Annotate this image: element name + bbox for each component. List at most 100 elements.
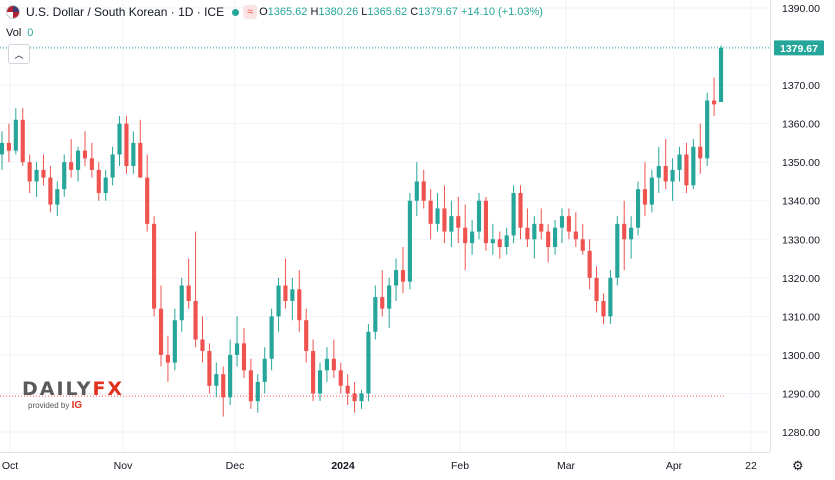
x-tick-label: Nov: [114, 460, 133, 472]
x-tick-label: 22: [745, 460, 757, 472]
symbol-title[interactable]: U.S. Dollar / South Korean · 1D · ICE: [26, 5, 225, 19]
candle-body: [193, 300, 198, 340]
candle-body: [615, 223, 620, 278]
x-tick-label: Oct: [2, 460, 18, 472]
candle-body: [504, 235, 509, 247]
close-value: 1379.67: [418, 6, 458, 18]
candle-body: [311, 351, 316, 394]
last-price-label: 1379.67: [780, 43, 818, 55]
chart-header: U.S. Dollar / South Korean · 1D · ICE ≈ …: [0, 0, 543, 24]
candle-body: [490, 239, 495, 244]
x-tick-label: Feb: [451, 460, 469, 472]
ohlc-readout: O1365.62 H1380.26 L1365.62 C1379.67 +14.…: [259, 6, 543, 18]
candle-body: [546, 231, 551, 247]
candle-body: [470, 231, 475, 244]
high-label: H: [310, 6, 319, 18]
candle-body: [152, 223, 157, 309]
candle-body: [532, 223, 537, 240]
y-tick-label: 1290.00: [782, 388, 820, 400]
x-tick-label: Mar: [557, 460, 576, 472]
candle-body: [338, 370, 343, 386]
price-axis: 1280.00 1290.00 1300.00 1310.00 1320.00 1330.…: [782, 3, 820, 439]
candle-body: [269, 316, 274, 359]
candle-body: [428, 200, 433, 224]
candle-body: [207, 351, 212, 386]
gridlines: [0, 0, 770, 452]
time-axis: Oct Nov Dec 2024 Feb Mar Apr 22: [2, 460, 757, 472]
candle-body: [138, 142, 143, 178]
close-label: C: [410, 6, 419, 18]
candle-body: [587, 250, 592, 278]
candle-body: [331, 358, 336, 371]
candle-body: [463, 227, 468, 244]
high-value: 1380.26: [318, 6, 359, 18]
y-tick-label: 1370.00: [782, 80, 820, 92]
open-label: O: [259, 6, 268, 18]
candle-body: [131, 142, 136, 167]
candle-body: [497, 239, 502, 247]
y-tick-label: 1390.00: [782, 3, 820, 15]
candle-body: [518, 193, 523, 228]
y-tick-label: 1310.00: [782, 311, 820, 323]
y-tick-label: 1300.00: [782, 350, 820, 362]
candle-body: [629, 227, 634, 240]
candle-body: [255, 381, 260, 402]
open-value: 1365.62: [267, 6, 308, 18]
candle-body: [698, 146, 703, 159]
candle-body: [165, 354, 170, 363]
y-tick-label: 1360.00: [782, 119, 820, 131]
collapse-legend-button[interactable]: ︿: [8, 44, 30, 64]
candle-body: [393, 270, 399, 286]
candle-body: [525, 227, 530, 240]
candle-body: [352, 393, 357, 402]
y-tick-label: 1280.00: [782, 427, 820, 439]
candle-body: [248, 370, 253, 402]
candle-body: [421, 181, 426, 201]
candle-body: [13, 119, 18, 151]
candle-body: [442, 208, 447, 232]
logo-main-text: DAILY: [22, 378, 93, 400]
candle-body: [635, 189, 641, 228]
candle-body: [172, 320, 177, 363]
volume-value: 0: [27, 27, 34, 39]
candle-body: [228, 354, 233, 398]
dailyfx-logo: DAILYFX provided by IG: [22, 378, 122, 411]
candle-body: [712, 100, 717, 105]
low-value: 1365.62: [367, 6, 408, 18]
candle-body: [414, 181, 419, 201]
approx-icon[interactable]: ≈: [243, 5, 258, 19]
candle-body: [62, 162, 67, 190]
candle-body: [262, 358, 267, 382]
candle-body: [6, 142, 11, 151]
candle-body: [566, 216, 571, 232]
candle-body: [553, 227, 558, 247]
candle-body: [103, 177, 108, 194]
y-tick-label: 1330.00: [782, 234, 820, 246]
y-tick-label: 1350.00: [782, 157, 820, 169]
gear-icon[interactable]: ⚙: [792, 458, 804, 473]
candle-body: [69, 162, 74, 170]
candle-body: [41, 169, 46, 178]
candle-body: [373, 297, 378, 332]
candle-body: [601, 300, 606, 317]
candle-body: [622, 223, 627, 240]
candle-body: [200, 339, 205, 352]
candle-body: [705, 100, 710, 159]
candle-body: [117, 123, 122, 155]
candle-body: [380, 297, 385, 309]
candle-body: [48, 177, 53, 205]
candle-body: [345, 385, 350, 394]
candle-body: [649, 177, 654, 205]
candle-body: [82, 150, 88, 159]
candle-body: [297, 289, 302, 321]
candle-body: [179, 285, 184, 321]
candle-body: [691, 146, 696, 186]
candle-body: [387, 285, 392, 309]
candle-body: [20, 119, 25, 163]
chevron-up-icon: ︿: [14, 49, 24, 60]
candle-body: [684, 154, 689, 186]
candle-body: [276, 285, 281, 317]
candle-body: [158, 308, 164, 355]
change-value: +14.10 (+1.03%): [460, 6, 543, 18]
